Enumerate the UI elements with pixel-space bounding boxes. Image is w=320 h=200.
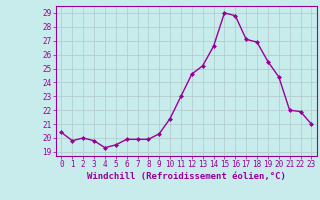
X-axis label: Windchill (Refroidissement éolien,°C): Windchill (Refroidissement éolien,°C) (87, 172, 286, 181)
